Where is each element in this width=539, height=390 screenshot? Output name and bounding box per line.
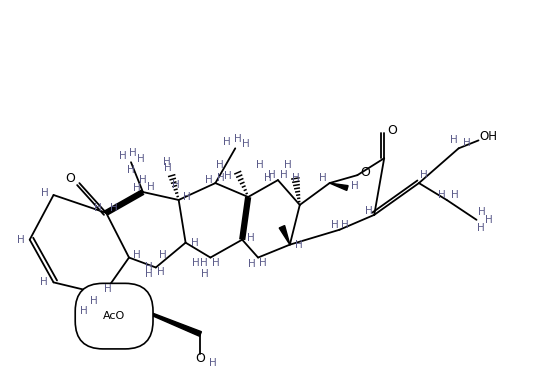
Text: H: H [211,257,219,268]
Text: H: H [224,171,232,181]
Text: H: H [420,170,428,180]
Text: H: H [137,154,145,164]
Text: H: H [127,165,135,175]
Text: H: H [330,220,338,230]
Text: H: H [292,173,300,183]
Text: H: H [41,188,49,198]
Text: O: O [387,124,397,137]
Text: H: H [145,262,153,273]
Text: H: H [268,170,276,180]
Text: H: H [164,163,171,173]
Polygon shape [329,183,348,190]
Text: H: H [224,137,231,147]
Text: H: H [145,269,153,279]
Text: H: H [234,135,242,144]
Text: H: H [478,207,485,217]
Text: H: H [284,160,292,170]
Text: H: H [183,192,190,202]
Text: H: H [217,173,225,183]
Text: H: H [438,190,446,200]
Text: H: H [191,238,198,248]
Text: H: H [133,250,141,260]
Text: H: H [104,284,112,294]
Text: H: H [217,160,224,170]
Text: H: H [163,157,171,167]
Text: H: H [280,170,288,180]
Text: H: H [209,358,216,368]
Polygon shape [103,294,202,336]
Text: H: H [199,257,208,268]
Text: H: H [157,268,164,277]
Text: H: H [80,306,88,316]
Text: H: H [94,203,102,213]
Text: H: H [91,296,98,306]
Text: H: H [247,233,255,243]
Text: H: H [192,257,199,268]
Text: H: H [201,269,209,279]
Text: H: H [172,180,179,190]
Text: H: H [295,239,303,250]
Text: AcO: AcO [103,311,125,321]
Text: H: H [147,182,155,192]
Text: H: H [462,138,471,148]
Text: H: H [350,181,358,191]
Text: H: H [365,206,373,216]
Polygon shape [279,225,290,245]
Text: H: H [476,223,485,233]
Text: H: H [17,235,25,245]
Text: H: H [110,203,118,213]
Text: O: O [196,352,205,365]
Text: H: H [264,173,272,183]
Text: H: H [451,190,459,200]
Text: H: H [40,277,47,287]
Text: H: H [248,259,256,268]
Text: O: O [361,166,370,179]
Text: H: H [485,215,492,225]
Text: H: H [341,220,348,230]
Text: H: H [159,250,167,260]
Text: OH: OH [479,130,497,143]
Text: H: H [133,183,141,193]
Text: O: O [66,172,75,184]
Text: H: H [119,151,127,161]
Text: H: H [450,135,458,145]
Text: H: H [139,175,147,185]
Text: H: H [205,175,212,185]
Text: H: H [259,257,267,268]
Text: H: H [256,160,264,170]
Text: H: H [129,148,137,158]
Text: H: H [243,139,250,149]
Text: H: H [319,173,327,183]
